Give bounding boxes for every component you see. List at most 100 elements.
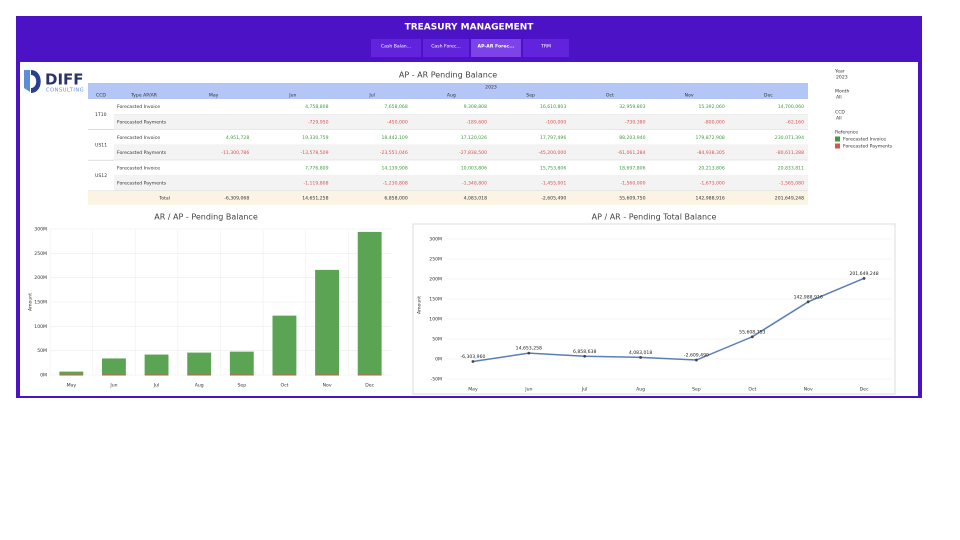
month-header: Jul xyxy=(368,93,375,99)
x-tick-label: Jul xyxy=(153,383,160,389)
table-cell: -450,000 xyxy=(387,119,408,125)
table-cell: -1,348,800 xyxy=(462,181,487,187)
line xyxy=(472,277,865,363)
bar xyxy=(357,374,382,376)
row-type: Forecasted Payments xyxy=(117,119,167,125)
bar xyxy=(272,315,297,375)
point xyxy=(583,354,587,358)
x-tick-label: Aug xyxy=(195,383,204,389)
table-row xyxy=(114,114,808,130)
total-row xyxy=(88,190,808,205)
table-cell: 179,872,908 xyxy=(696,135,725,141)
table-row xyxy=(114,144,808,161)
y-axis-label: Amount xyxy=(417,296,423,314)
table-cell: 9,308,808 xyxy=(464,104,487,110)
table-cell: 14,139,908 xyxy=(381,165,407,171)
y-tick-label: 100M xyxy=(429,317,442,323)
tab[interactable] xyxy=(423,39,469,57)
table-row xyxy=(114,129,808,145)
filter-value[interactable]: All xyxy=(836,116,842,122)
table-cell: -189,600 xyxy=(466,119,487,125)
column-header: CCD xyxy=(96,93,106,99)
table-cell: 16,610,803 xyxy=(540,104,566,110)
month-header: Jun xyxy=(288,93,296,99)
tab-label[interactable]: AP-AR Forec... xyxy=(478,44,515,50)
table-cell: -1,560,000 xyxy=(620,181,645,187)
logo: DIFF CONSULTING xyxy=(24,70,84,94)
table-header xyxy=(88,83,808,99)
legend-label[interactable]: Forecasted Invoice xyxy=(843,137,886,143)
bar xyxy=(144,374,169,376)
month-header: Sep xyxy=(526,93,535,99)
x-tick-label: Nov xyxy=(323,383,332,389)
legend-title: Reference xyxy=(835,130,858,136)
y-tick-label: 150M xyxy=(429,297,442,303)
table-cell: -1,455,001 xyxy=(541,181,566,187)
chart-title: AP / AR - Pending Total Balance xyxy=(592,213,717,222)
table-cell: 15,753,806 xyxy=(540,165,566,171)
y-tick-label: 50M xyxy=(37,348,47,354)
chart-title: AR / AP - Pending Balance xyxy=(154,213,258,222)
y-tick-label: -50M xyxy=(431,377,443,383)
table-title: AP - AR Pending Balance xyxy=(399,71,497,80)
table-cell: -61,061,284 xyxy=(618,150,646,156)
y-tick-label: 250M xyxy=(34,251,47,257)
total-cell: 4,083,018 xyxy=(464,195,487,201)
x-tick-label: May xyxy=(67,383,77,389)
y-tick-label: 300M xyxy=(34,227,47,233)
month-header: Dec xyxy=(764,93,773,99)
table-cell: 20,833,811 xyxy=(778,165,804,171)
point xyxy=(471,360,475,363)
total-cell: 14,651,258 xyxy=(302,195,328,201)
table-cell: -13,578,509 xyxy=(301,150,329,156)
table-cell: -1,230,808 xyxy=(383,181,408,187)
table-cell: -800,000 xyxy=(704,119,725,125)
table-cell: -62,160 xyxy=(786,119,804,125)
table-cell: 4,951,728 xyxy=(226,135,249,141)
data-label: -6,303,960 xyxy=(460,354,485,360)
ccd-cell: US12 xyxy=(95,173,107,179)
y-tick-label: 300M xyxy=(429,237,442,243)
data-label: 201,649,248 xyxy=(849,271,878,277)
tab[interactable] xyxy=(471,39,521,57)
x-tick-label: Sep xyxy=(692,387,701,393)
data-label: 6,858,638 xyxy=(573,349,596,355)
bar xyxy=(229,351,254,375)
table-cell: -45,200,000 xyxy=(538,150,566,156)
bar xyxy=(59,371,84,375)
total-cell: -2,605,490 xyxy=(541,195,566,201)
tab-label[interactable]: Cash Balan... xyxy=(381,44,411,50)
data-label: 4,083,018 xyxy=(629,350,652,356)
table-cell: 230,071,394 xyxy=(775,135,804,141)
table-cell: -1,673,000 xyxy=(700,181,725,187)
total-cell: -6,309,068 xyxy=(224,195,249,201)
table-cell: 18,442,109 xyxy=(381,135,407,141)
table-cell: -730,380 xyxy=(625,119,646,125)
x-tick-label: Aug xyxy=(636,387,645,393)
y-tick-label: 250M xyxy=(429,257,442,263)
legend-label[interactable]: Forecasted Payments xyxy=(843,144,893,150)
y-tick-label: 150M xyxy=(34,300,47,306)
table-cell: 10,003,806 xyxy=(461,165,487,171)
table-cell: 20,213,806 xyxy=(698,165,724,171)
logo-icon xyxy=(24,70,30,92)
table-cell: 17,797,496 xyxy=(540,135,566,141)
point xyxy=(750,335,754,339)
table-cell: 7,658,068 xyxy=(384,104,407,110)
bar xyxy=(59,374,84,376)
tab-label[interactable]: TRM xyxy=(540,44,551,50)
bar xyxy=(102,358,126,375)
filter-label: CCD xyxy=(835,110,845,116)
filter-value[interactable]: 2023 xyxy=(836,75,848,81)
tab[interactable] xyxy=(371,39,421,57)
x-tick-label: Oct xyxy=(748,387,756,393)
x-tick-label: Nov xyxy=(804,387,813,393)
table-cell: 17,120,026 xyxy=(461,135,487,141)
month-header: May xyxy=(209,93,219,99)
y-tick-label: 0M xyxy=(435,357,442,363)
tab[interactable] xyxy=(523,39,569,57)
tab-label[interactable]: Cash Forec... xyxy=(431,44,461,50)
total-cell: 6,858,000 xyxy=(384,195,407,201)
filter-value[interactable]: All xyxy=(836,95,842,101)
